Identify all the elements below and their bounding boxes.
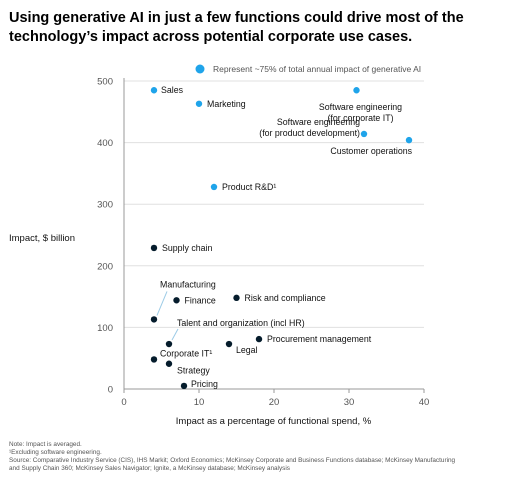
point-label-line: (for product development) [259,128,360,138]
point [225,340,233,348]
point [173,297,180,304]
point-label: Software engineering (for corporate IT) [319,102,402,123]
highlight-point [353,87,360,94]
point [150,316,158,323]
point-label: Product R&D¹ [222,182,276,192]
x-tick-label: 0 [121,397,126,408]
y-tick-label: 0 [108,385,113,396]
highlight-point [195,100,203,107]
x-tick-label: 10 [194,397,205,408]
point [165,360,173,367]
point-label: Legal [236,345,258,355]
points-layer [150,87,413,390]
point-label: Sales [161,85,184,95]
point-label: Software engineering (for product develop… [259,117,360,138]
leader-lines [156,291,179,341]
legend-label: Represent ~75% of total annual impact of… [213,64,421,74]
axis-layer: 0 100 200 300 400 500 0 10 20 30 40 [97,77,429,409]
point-label: Talent and organization (incl HR) [177,318,305,328]
y-tick-label: 200 [97,261,113,272]
point-label: Supply chain [162,243,212,253]
y-axis-label: Impact, $ billion [9,233,76,244]
point-label-line: Customer operations [330,146,412,156]
x-axis-label: Impact as a percentage of functional spe… [175,416,372,427]
leader-line [171,328,179,341]
point-label: Marketing [207,99,246,109]
note-line: Note: Impact is averaged. [9,441,82,448]
point-label: Pricing [191,379,218,389]
highlight-point [210,183,218,191]
point-label: Manufacturing [160,279,216,289]
point-label-line: Software engineering [277,117,360,127]
point-label: Risk and compliance [245,293,326,303]
y-tick-label: 300 [97,200,113,211]
point-label-line: Software engineering [319,102,402,112]
legend-marker [195,64,205,74]
point-label: Customer operations [330,146,412,156]
point-label: Procurement management [267,334,372,344]
grid-layer [124,80,424,328]
source-line: Source: Comparative Industry Service (CI… [9,457,456,464]
point [150,244,158,252]
legend: Represent ~75% of total annual impact of… [195,64,421,74]
chart-title: Using generative AI in just a few functi… [9,10,464,45]
x-tick-label: 20 [269,397,280,408]
x-tick-label: 40 [419,397,430,408]
labels-layer: Sales Marketing Software engineering (for c… [160,85,413,389]
y-tick-label: 100 [97,323,113,334]
footnote-line: ¹Excluding software engineering. [9,449,102,456]
point [180,382,188,390]
x-tick-label: 30 [344,397,355,408]
highlight-point [405,136,413,144]
source-line: and Supply Chain 360; McKinsey Sales Nav… [9,465,290,472]
point-label: Finance [185,295,216,305]
highlight-point [360,130,368,138]
y-tick-label: 500 [97,77,113,88]
point-label: Strategy [177,366,210,376]
point-label-line: (for corporate IT) [328,113,394,123]
point [165,340,173,348]
point-label: Corporate IT¹ [160,348,212,358]
highlight-point [150,87,158,94]
y-tick-label: 400 [97,138,113,149]
footnotes: Note: Impact is averaged. ¹Excluding sof… [9,441,519,473]
point [150,356,158,363]
leader-line [156,291,168,316]
point [255,335,263,343]
point [233,294,240,302]
